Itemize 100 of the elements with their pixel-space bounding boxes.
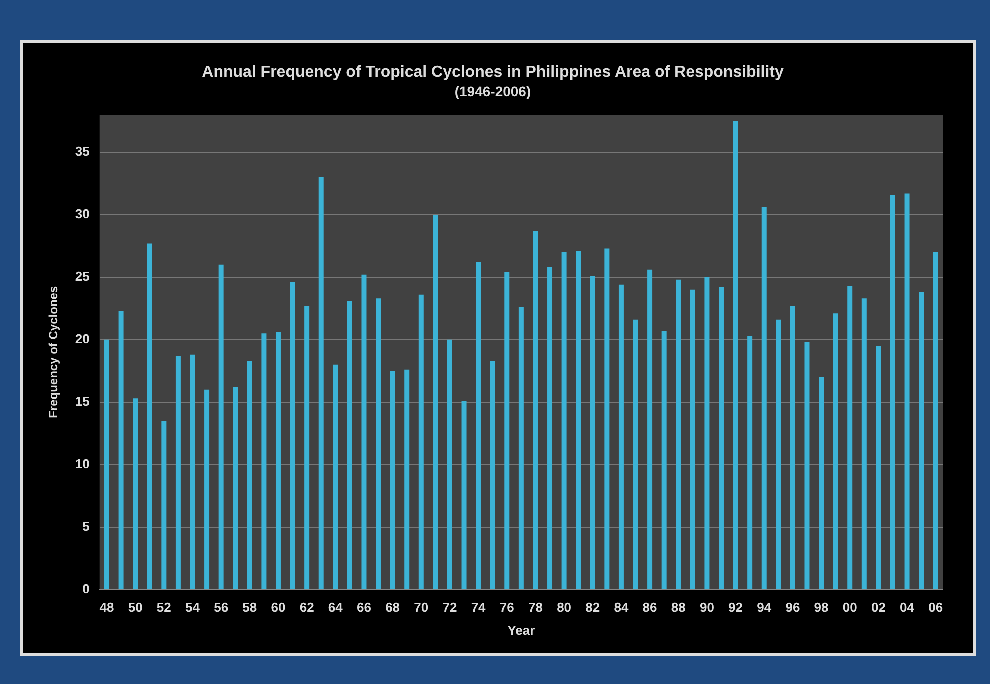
y-tick-label: 30: [75, 206, 90, 222]
bar: [176, 356, 181, 590]
x-tick-label: 72: [442, 600, 458, 616]
bar: [548, 267, 553, 590]
bar: [776, 320, 782, 590]
y-tick-label: 5: [82, 518, 90, 534]
chart-title: Annual Frequency of Tropical Cyclones in Philippines Area of Responsibility: [202, 64, 784, 82]
bar: [404, 370, 410, 590]
bar: [662, 331, 667, 590]
y-axis-title: Frequency of Cyclones: [46, 286, 61, 418]
bar: [518, 307, 524, 590]
bar: [648, 270, 653, 590]
bar: [433, 214, 438, 590]
x-tick-label: 92: [728, 600, 744, 616]
bar: [147, 244, 152, 590]
x-tick-label: 84: [614, 600, 630, 616]
bar: [690, 290, 696, 590]
x-tick-label: 58: [242, 600, 258, 616]
bar: [790, 306, 796, 590]
x-tick-label: 76: [500, 600, 514, 616]
bar: [390, 371, 396, 590]
bar: [104, 340, 110, 590]
bar: [633, 320, 638, 590]
chart-subtitle: (1946-2006): [454, 83, 532, 100]
y-tick-label: 10: [75, 456, 90, 472]
x-tick-label: 64: [328, 600, 344, 616]
y-tick-label: 35: [75, 144, 90, 160]
bar: [233, 387, 238, 590]
bar: [218, 264, 224, 590]
bar: [376, 298, 382, 590]
bar: [618, 284, 624, 590]
bar: [833, 314, 838, 590]
bar: [490, 361, 496, 590]
x-tick-label: 48: [100, 600, 114, 616]
bar: [576, 251, 582, 590]
bar: [718, 287, 724, 590]
x-tick-label: 70: [414, 600, 429, 616]
bar: [418, 294, 424, 590]
x-tick-label: 06: [928, 600, 944, 616]
y-tick-label: 0: [82, 581, 90, 596]
x-tick-label: 52: [156, 600, 172, 616]
bar: [247, 361, 252, 590]
y-tick-label: 25: [75, 269, 90, 284]
bar: [933, 252, 938, 590]
x-tick-label: 60: [271, 600, 286, 616]
bar: [704, 277, 710, 590]
bar: [590, 276, 596, 590]
bar: [890, 194, 896, 590]
bar: [819, 377, 824, 590]
bar: [304, 306, 310, 590]
bar: [504, 272, 510, 590]
x-tick-label: 62: [300, 600, 314, 616]
bar: [190, 354, 196, 590]
bar: [862, 298, 867, 590]
bar: [318, 177, 324, 590]
x-tick-label: 56: [214, 600, 229, 616]
bar: [562, 252, 567, 590]
bar: [462, 401, 467, 590]
x-tick-label: 02: [871, 600, 886, 616]
x-tick-label: 74: [471, 600, 487, 616]
bar: [133, 398, 138, 590]
x-tick-label: 68: [386, 600, 400, 616]
bar: [118, 311, 124, 590]
bar: [876, 346, 882, 590]
x-tick-label: 86: [642, 600, 658, 616]
bar: [162, 421, 167, 590]
bar: [733, 121, 738, 590]
bar: [533, 231, 538, 590]
bar: [362, 274, 367, 590]
bar: [804, 342, 810, 590]
y-tick-label: 20: [75, 331, 90, 346]
x-tick-label: 04: [900, 600, 916, 616]
x-tick-label: 80: [557, 600, 572, 616]
x-tick-label: 94: [757, 600, 772, 616]
bar: [290, 282, 296, 590]
bar: [447, 340, 452, 590]
bar: [262, 334, 267, 590]
x-tick-label: 98: [814, 600, 829, 616]
x-tick-label: 90: [700, 600, 714, 616]
bar: [848, 286, 853, 590]
x-tick-label: 82: [586, 600, 600, 616]
x-tick-label: 78: [528, 600, 543, 616]
x-tick-label: 00: [842, 600, 858, 616]
bar: [276, 332, 281, 590]
x-tick-label: 66: [357, 600, 372, 616]
bar: [204, 390, 210, 590]
bar: [919, 292, 924, 590]
bar: [748, 336, 753, 590]
x-axis-title: Year: [508, 622, 536, 638]
bar: [476, 262, 482, 590]
bar: [333, 364, 338, 590]
x-tick-label: 50: [128, 600, 143, 616]
bar: [676, 280, 682, 590]
x-tick-label: 96: [786, 600, 800, 616]
bar: [347, 301, 352, 590]
bar: [762, 207, 767, 590]
x-tick-label: 88: [671, 600, 686, 616]
bar: [604, 248, 610, 590]
bar: [904, 194, 910, 590]
x-tick-label: 54: [186, 600, 201, 616]
